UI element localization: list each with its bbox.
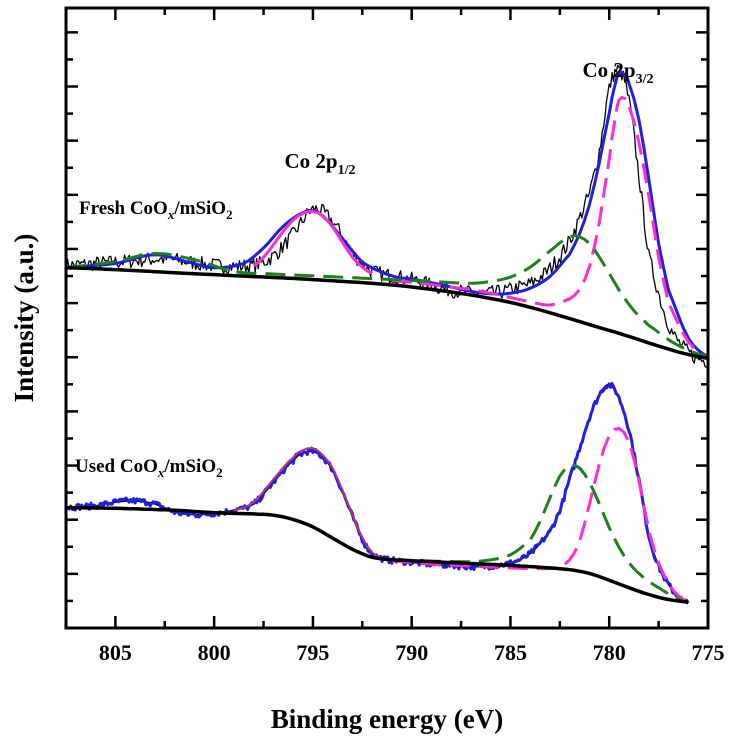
label-used-sample: Used CoOx/mSiO2 — [75, 456, 223, 480]
series-fresh-envelope — [65, 71, 709, 358]
x-tick-label: 775 — [692, 640, 725, 665]
plot-frame — [64, 6, 710, 630]
y-ticks — [66, 31, 708, 630]
annotation-co-2p32: Co 2p3/2 — [583, 58, 654, 87]
label-fresh-sample: Fresh CoOx/mSiO2 — [79, 198, 233, 222]
x-tick-label: 800 — [198, 640, 231, 665]
x-tick-label: 795 — [296, 640, 329, 665]
series-fresh-fit-2p1-2 — [252, 209, 373, 275]
series-fresh-fit-satellite — [65, 234, 709, 358]
x-axis-label: Binding energy (eV) — [271, 704, 504, 734]
series-fresh-fit-2p3-2-main — [391, 96, 709, 360]
curve-layer — [65, 64, 709, 605]
x-tick-label: 790 — [395, 640, 428, 665]
x-ticks — [64, 8, 710, 628]
x-tick-label: 805 — [99, 640, 132, 665]
x-tick-label: 780 — [593, 640, 626, 665]
y-axis-label: Intensity (a.u.) — [9, 234, 39, 403]
series-used-fit-satellite — [391, 463, 689, 605]
annotation-co-2p12: Co 2p1/2 — [285, 149, 356, 178]
x-tick-label: 785 — [494, 640, 527, 665]
series-used-background — [65, 505, 689, 604]
series-used-fit-2p1-2 — [233, 447, 383, 560]
series-fresh-background — [65, 266, 709, 361]
x-tick-labels: 805 800 795 790 785 780 775 — [99, 640, 725, 665]
